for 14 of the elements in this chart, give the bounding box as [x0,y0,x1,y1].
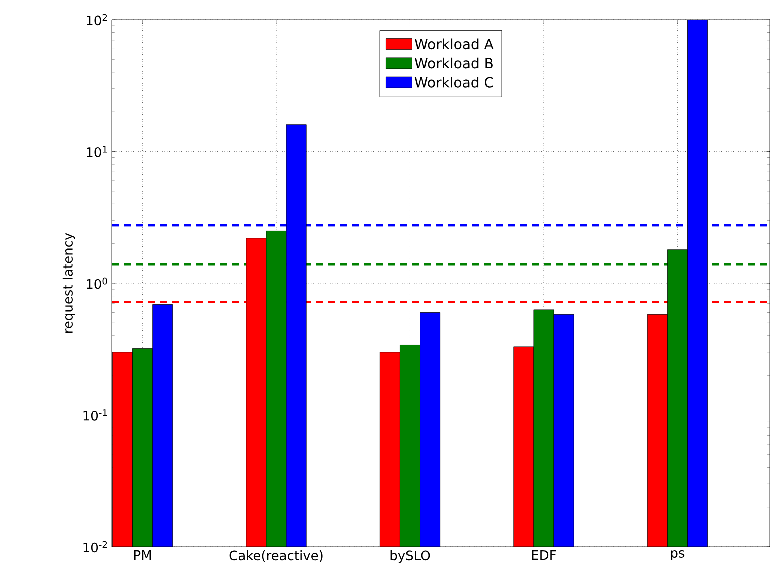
y-tick-label: 10$^{0}$ [87,278,108,290]
x-tick-label: PM [134,550,152,560]
x-tick-label: Cake(reactive) [230,550,323,562]
y-tick-label: 10$^{2}$ [87,14,108,26]
x-tick-label: bySLO [390,550,430,564]
y-tick-label: 10$^{-1}$ [84,410,108,421]
x-tick-label: EDF [532,550,556,560]
y-tick-label: 10$^{-2}$ [84,541,108,553]
y-tick-label: 10$^{1}$ [87,146,108,158]
x-tick-label: ps [671,550,685,561]
legend-label: Workload B [414,58,493,69]
legend-label: Workload A [414,38,494,50]
y-axis-title: request latency [62,233,76,333]
legend-label: Workload C [414,77,494,88]
